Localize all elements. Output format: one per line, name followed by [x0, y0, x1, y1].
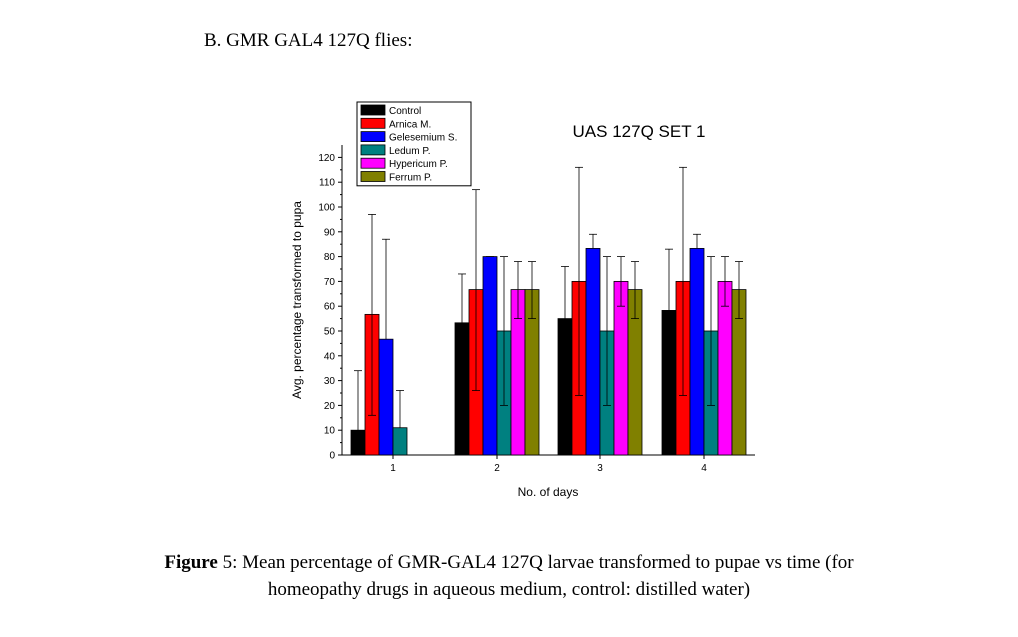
x-tick-label: 3	[597, 463, 603, 474]
y-tick-label: 110	[319, 178, 335, 189]
bar	[613, 280, 629, 456]
y-tick-label: 90	[324, 227, 336, 238]
caption-bold: Figure	[164, 552, 218, 573]
bar	[661, 310, 677, 456]
bar	[482, 256, 498, 456]
legend-swatch	[360, 117, 386, 129]
legend-label: Control	[389, 106, 421, 117]
x-tick-label: 1	[390, 463, 396, 474]
y-tick-label: 10	[324, 426, 336, 437]
y-tick-label: 80	[324, 252, 336, 263]
y-tick-label: 30	[324, 376, 336, 387]
legend-swatch	[360, 157, 386, 169]
legend-swatch	[360, 104, 386, 116]
legend-swatch	[360, 144, 386, 156]
caption-line-2: homeopathy drugs in aqueous medium, cont…	[267, 579, 751, 600]
caption-line-1: Figure 5: Mean percentage of GMR-GAL4 12…	[0, 549, 1018, 576]
bar	[689, 248, 705, 456]
legend-swatch	[360, 171, 386, 182]
legend-label: Gelesemium S.	[389, 133, 457, 144]
legend-label: Ledum P.	[389, 146, 431, 157]
bar	[557, 318, 573, 456]
bars-group	[350, 248, 747, 456]
section-heading: B. GMR GAL4 127Q flies:	[204, 30, 413, 51]
y-tick-label: 40	[324, 351, 336, 362]
chart-title: UAS 127Q SET 1	[573, 122, 706, 141]
bar	[717, 280, 733, 456]
y-tick-label: 20	[324, 401, 336, 412]
y-tick-label: 100	[318, 203, 335, 214]
x-axis-label: No. of days	[518, 485, 579, 499]
x-tick-label: 2	[494, 463, 500, 474]
legend-label: Arnica M.	[389, 119, 431, 130]
caption-text-1: 5: Mean percentage of GMR-GAL4 127Q larv…	[217, 552, 854, 573]
x-tick-label: 4	[701, 463, 707, 474]
bar	[454, 322, 470, 456]
y-tick-label: 120	[318, 153, 335, 164]
y-tick-label: 50	[324, 327, 336, 338]
x-axis: 1 2 3 4	[390, 455, 707, 474]
bar	[392, 427, 408, 456]
y-tick-label: 0	[329, 451, 335, 462]
legend: Control Arnica M. Gelesemium S. Ledum P. Hyp…	[356, 101, 472, 187]
y-tick-label: 70	[324, 277, 336, 288]
y-axis-label: Avg. percentage transformed to pupa	[290, 201, 304, 399]
bar	[378, 338, 394, 456]
figure-caption: Figure 5: Mean percentage of GMR-GAL4 12…	[0, 549, 1018, 603]
bar	[350, 429, 366, 456]
legend-swatch	[360, 131, 386, 143]
y-axis: 0 10 20 30 40 50 60 70 80 90 100 110 120	[318, 153, 342, 462]
legend-label: Ferrum P.	[389, 173, 432, 184]
errorbars-group	[354, 166, 743, 431]
bar	[585, 248, 601, 456]
y-tick-label: 60	[324, 302, 336, 313]
legend-label: Hypericum P.	[389, 159, 448, 170]
